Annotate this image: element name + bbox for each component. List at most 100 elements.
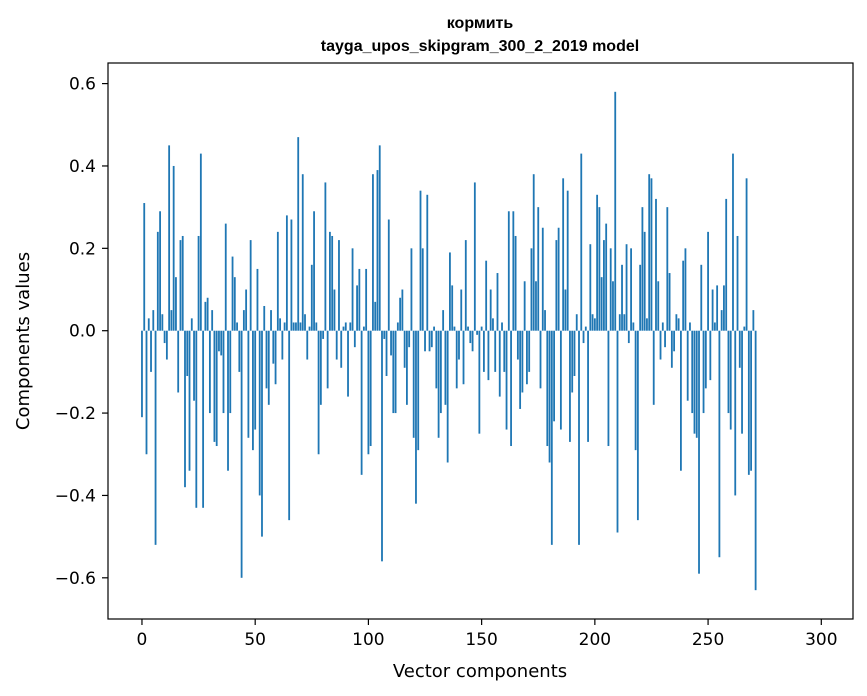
- bar: [387, 219, 390, 331]
- bar: [403, 330, 406, 368]
- bar: [539, 330, 542, 389]
- bar: [254, 330, 257, 430]
- bar: [485, 260, 488, 331]
- y-axis-ticks: −0.6 −0.4 −0.2 0.0 0.2 0.4 0.6: [55, 75, 108, 589]
- bar: [376, 170, 379, 331]
- bar: [211, 310, 214, 331]
- bar: [439, 330, 442, 414]
- bar: [444, 330, 447, 405]
- bar: [686, 330, 689, 401]
- bar: [498, 330, 501, 397]
- bar: [199, 153, 202, 331]
- bar: [362, 326, 365, 331]
- bar: [546, 330, 549, 447]
- bar: [462, 330, 465, 385]
- plot-frame: [107, 62, 854, 620]
- bar: [236, 322, 238, 331]
- bar: [478, 330, 481, 434]
- bar: [612, 281, 614, 331]
- bar: [315, 322, 318, 331]
- bar: [661, 322, 664, 331]
- bar: [743, 326, 746, 331]
- bar: [555, 240, 558, 331]
- bar: [736, 235, 739, 331]
- bar: [360, 330, 363, 475]
- bar: [195, 330, 198, 508]
- bar: [618, 314, 621, 331]
- bar: [233, 277, 236, 331]
- bar: [288, 330, 291, 521]
- bar: [528, 330, 531, 372]
- bar: [464, 240, 467, 331]
- bar: [655, 198, 657, 331]
- bar: [589, 244, 592, 331]
- bar: [449, 252, 451, 331]
- bar: [734, 330, 737, 496]
- bar: [535, 281, 537, 331]
- bar: [482, 330, 485, 372]
- bar: [489, 289, 492, 331]
- bar: [605, 223, 608, 331]
- bar: [738, 330, 741, 368]
- bar: [689, 322, 691, 331]
- bar: [310, 264, 313, 331]
- bar: [249, 240, 252, 331]
- bar: [258, 330, 261, 496]
- bar: [630, 248, 632, 331]
- bar: [643, 231, 646, 331]
- bar: [181, 235, 184, 331]
- bar: [263, 305, 266, 331]
- bar: [392, 330, 395, 414]
- bar: [335, 330, 338, 360]
- bar: [213, 330, 216, 442]
- bar: [537, 207, 540, 331]
- chart-title-line1: кормить: [447, 15, 514, 32]
- bar: [657, 281, 660, 331]
- bar: [292, 322, 295, 331]
- bar: [437, 330, 440, 438]
- bar: [652, 330, 655, 405]
- y-tick-label: −0.4: [55, 486, 96, 506]
- bar: [666, 207, 669, 331]
- bar: [186, 330, 189, 376]
- bar: [145, 330, 148, 455]
- bar: [390, 330, 392, 356]
- bar: [424, 330, 426, 352]
- bar: [627, 330, 630, 344]
- bar: [584, 326, 587, 331]
- bar: [512, 211, 515, 331]
- bar: [159, 211, 161, 331]
- bar: [358, 268, 361, 331]
- y-tick-label: −0.2: [55, 404, 96, 424]
- bar: [492, 318, 494, 331]
- bar: [670, 330, 673, 368]
- bar: [279, 318, 281, 331]
- bar: [745, 178, 748, 331]
- bar: [306, 330, 309, 360]
- bar: [593, 318, 596, 331]
- bar: [313, 211, 315, 331]
- bar: [675, 314, 678, 331]
- bar: [396, 322, 399, 331]
- bar: [596, 194, 599, 331]
- bar: [707, 231, 709, 331]
- bar: [301, 174, 304, 331]
- bar: [713, 322, 716, 331]
- bar: [378, 145, 381, 331]
- chart-title-line2: tayga_upos_skipgram_300_2_2019 model: [321, 38, 639, 55]
- bar: [451, 285, 454, 331]
- bar: [442, 310, 445, 331]
- bar: [399, 297, 402, 331]
- bar: [150, 330, 152, 372]
- bar: [184, 330, 186, 488]
- bar: [639, 264, 642, 331]
- bar: [338, 240, 340, 331]
- bar: [381, 330, 383, 562]
- bar: [505, 330, 508, 430]
- bar: [324, 182, 327, 331]
- bar: [453, 326, 456, 331]
- bar: [664, 330, 666, 348]
- bar: [410, 248, 413, 331]
- x-tick-label: 300: [805, 630, 837, 650]
